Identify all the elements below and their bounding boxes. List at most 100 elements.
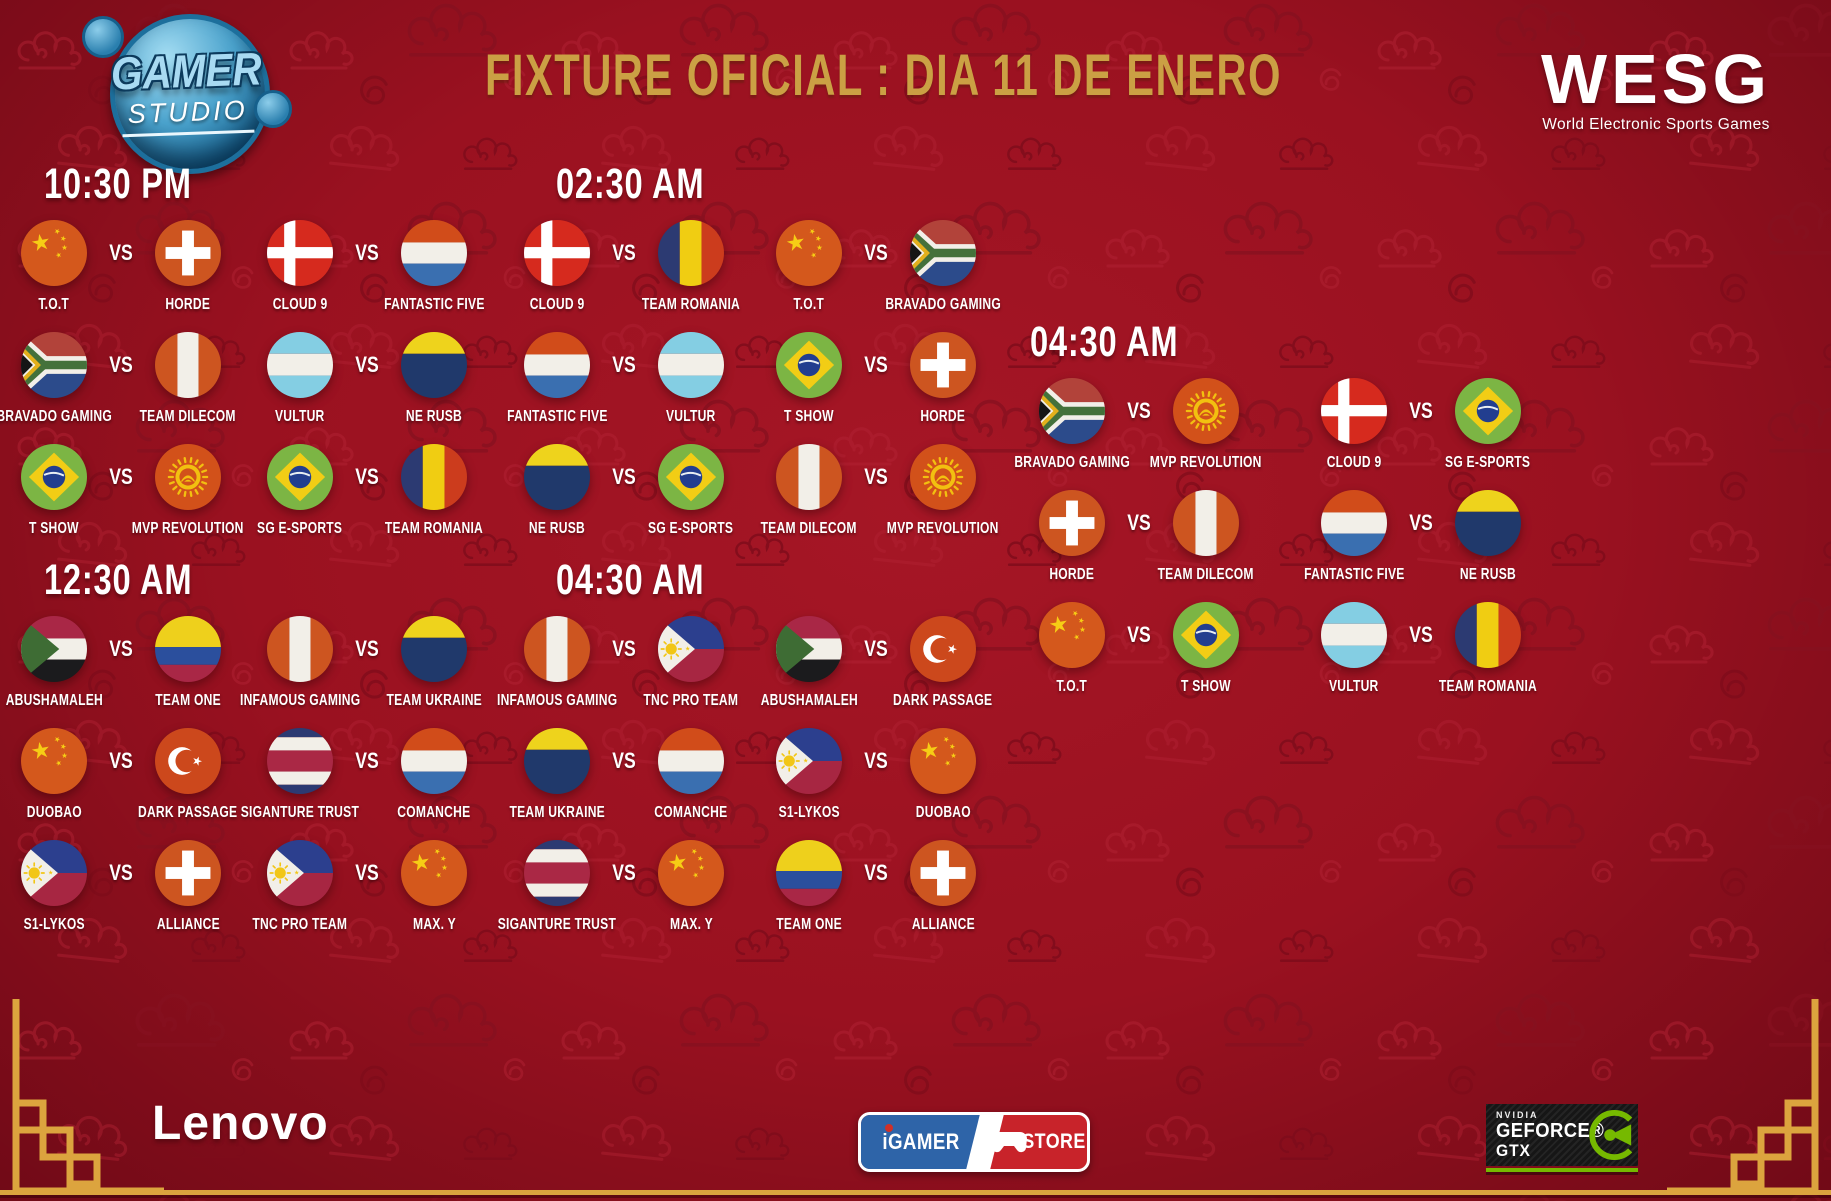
philippines-flag-icon: ★ ★ ★ [658, 616, 724, 682]
team-home: ★ ★ ★ S1-LYKOS [759, 728, 859, 822]
vs-label: VS [864, 352, 888, 377]
team-flag: ★ ★ ★ ★ ★ [401, 840, 467, 906]
sudan-flag-icon [776, 616, 842, 682]
team-name-label: T SHOW [29, 520, 79, 537]
team-name-label: FANTASTIC FIVE [1303, 566, 1405, 583]
team-flag: ★ ★ ★ ★ ★ [910, 728, 976, 794]
vs-label: VS [1409, 510, 1433, 535]
team-name-label: S1-LYKOS [778, 804, 840, 821]
svg-text:★: ★ [61, 243, 68, 252]
svg-text:★: ★ [941, 734, 952, 745]
team-flag [1455, 378, 1521, 444]
brazil-flag-icon [21, 444, 87, 510]
team-name-label: MVP REVOLUTION [132, 520, 244, 537]
svg-text:★: ★ [660, 671, 665, 678]
team-flag: ★ ★ ★ ★ ★ [1039, 602, 1105, 668]
match-row: T SHOW VS HORDE [752, 332, 1000, 426]
philippines-flag-icon: ★ ★ ★ [776, 728, 842, 794]
nvidia-badge: NVIDIA GEFORCE® GTX [1486, 1104, 1638, 1166]
match-row: ★ ★ ★ ★ ★ T.O.T VS T SHOW [1000, 602, 1278, 696]
svg-text:★: ★ [685, 646, 690, 653]
matches-grid: ABUSHAMALEH VS TEAM ONE INFAMOUS GAMING … [0, 616, 488, 934]
team-flag [155, 444, 221, 510]
team-name-label: FANTASTIC FIVE [383, 296, 485, 313]
section-time-label: 04:30 AM [556, 556, 705, 604]
gamer-studio-subtitle: STUDIO [121, 93, 255, 138]
match-row: NE RUSB VS SG E-SPORTS [500, 444, 748, 538]
time-section: 02:30 AM CLOUD 9 VS TEAM ROMANIA ★ ★ ★ ★ ★ T… [500, 160, 1001, 538]
team-name-label: T.O.T [38, 296, 70, 313]
peru-flag-icon [155, 332, 221, 398]
gamepad-icon [991, 1132, 1027, 1153]
svg-text:★: ★ [660, 620, 665, 627]
team-flag [658, 332, 724, 398]
igamer-left-text: iGAMER [882, 1129, 960, 1154]
nvidia-shadow-line [1486, 1172, 1638, 1175]
netherlands-flag-icon [1321, 490, 1387, 556]
team-home: BRAVADO GAMING [1014, 378, 1130, 472]
team-name-label: MVP REVOLUTION [1150, 454, 1262, 471]
team-name-label: T SHOW [1181, 678, 1231, 695]
team-name-label: NE RUSB [1459, 566, 1517, 583]
netherlands-flag-icon [401, 728, 467, 794]
team-away: TEAM DILECOM [138, 332, 238, 426]
svg-text:★: ★ [698, 863, 705, 872]
vs-label: VS [1127, 510, 1151, 535]
south-africa-flag-icon [910, 220, 976, 286]
team-away: MVP REVOLUTION [1150, 378, 1262, 472]
team-away: ★ ★ ★ ★ ★ MAX. Y [641, 840, 741, 934]
svg-text:★: ★ [29, 229, 53, 258]
team-name-label: INFAMOUS GAMING [239, 692, 361, 709]
team-name-label: TEAM UKRAINE [386, 692, 482, 709]
team-home: ★ ★ ★ S1-LYKOS [4, 840, 104, 934]
china-flag-icon: ★ ★★★★ [776, 220, 842, 286]
team-name-label: TEAM ROMANIA [641, 296, 741, 313]
svg-text:★: ★ [294, 870, 299, 877]
team-away: NE RUSB [1438, 490, 1538, 584]
team-flag [155, 332, 221, 398]
time-section: 04:30 AM BRAVADO GAMING VS MVP REVOLUTIO… [1000, 318, 1560, 696]
nvidia-geforce-logo: NVIDIA GEFORCE® GTX [1486, 1104, 1638, 1175]
costa-rica-flag-icon [524, 840, 590, 906]
time-section: 12:30 AM ABUSHAMALEH VS TEAM ONE INFAMOU… [0, 556, 488, 934]
section-time-label: 04:30 AM [1030, 318, 1179, 366]
team-flag [155, 840, 221, 906]
svg-text:★: ★ [816, 243, 823, 252]
team-flag [658, 728, 724, 794]
team-name-label: T SHOW [784, 408, 834, 425]
brazil-flag-icon [267, 444, 333, 510]
vs-label: VS [355, 636, 379, 661]
svg-text:★: ★ [691, 869, 701, 880]
svg-text:★: ★ [943, 757, 953, 768]
team-home: ★ ★ ★ ★ ★ T.O.T [759, 220, 859, 314]
vs-label: VS [109, 352, 133, 377]
svg-text:★: ★ [23, 844, 28, 851]
svg-text:★: ★ [52, 226, 63, 237]
vs-label: VS [612, 240, 636, 265]
netherlands-flag-icon [658, 728, 724, 794]
team-flag [1039, 490, 1105, 556]
team-name-label: SIGANTURE TRUST [497, 916, 617, 933]
vs-label: VS [109, 748, 133, 773]
team-flag [1455, 602, 1521, 668]
match-row: ABUSHAMALEH VS ★ DARK PASSAGE [752, 616, 1000, 710]
romania-flag-icon [1455, 602, 1521, 668]
igamer-i-dot [885, 1124, 893, 1132]
colombia-flag-icon [155, 616, 221, 682]
match-row: TEAM ONE VS ALLIANCE [752, 840, 1000, 934]
lenovo-logo: Lenovo [152, 1097, 329, 1150]
svg-text:★: ★ [778, 732, 783, 739]
vs-label: VS [1409, 398, 1433, 423]
team-flag [1173, 378, 1239, 444]
team-name-label: VULTUR [1329, 678, 1379, 695]
team-name-label: TEAM ONE [155, 692, 221, 709]
team-flag [1455, 490, 1521, 556]
team-away: ★ DARK PASSAGE [893, 616, 993, 710]
team-flag [267, 728, 333, 794]
team-home: T SHOW [759, 332, 859, 426]
team-flag [401, 728, 467, 794]
team-home: BRAVADO GAMING [0, 332, 112, 426]
gamer-studio-circle [110, 14, 270, 174]
team-away: MVP REVOLUTION [887, 444, 999, 538]
team-away: TEAM ROMANIA [384, 444, 484, 538]
